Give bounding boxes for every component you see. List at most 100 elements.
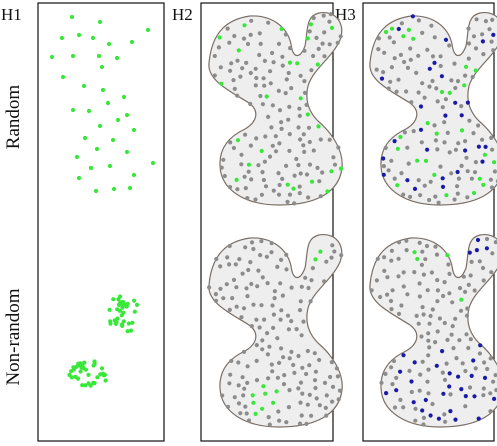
- gray-dot: [404, 238, 409, 243]
- gray-dot: [276, 192, 282, 197]
- gray-dot: [307, 162, 313, 167]
- gray-dot: [481, 278, 486, 283]
- green-dot: [76, 361, 81, 366]
- gray-dot: [420, 249, 425, 254]
- gray-dot: [306, 195, 311, 200]
- gray-dot: [466, 26, 471, 31]
- gray-dot: [262, 159, 267, 164]
- gray-dot: [279, 346, 284, 351]
- gray-dot: [251, 302, 256, 307]
- green-dot: [263, 391, 268, 396]
- gray-dot: [480, 32, 485, 37]
- blue-dot: [459, 387, 464, 392]
- gray-dot: [383, 145, 388, 150]
- green-dot: [425, 121, 430, 126]
- green-dot: [477, 176, 482, 181]
- gray-dot: [389, 365, 394, 370]
- green-dot: [308, 22, 313, 27]
- gray-dot: [280, 293, 285, 298]
- gray-dot: [242, 174, 247, 179]
- gray-dot: [412, 270, 417, 275]
- gray-dot: [435, 288, 440, 293]
- gray-dot: [425, 379, 430, 384]
- gray-dot: [383, 371, 388, 376]
- green-dot: [107, 163, 113, 169]
- gray-dot: [284, 267, 289, 272]
- gray-dot: [427, 84, 432, 89]
- gray-dot: [450, 300, 455, 305]
- gray-dot: [422, 95, 427, 100]
- blue-dot: [492, 396, 497, 401]
- gray-dot: [386, 86, 391, 91]
- blue-dot: [443, 37, 449, 42]
- gray-dot: [307, 363, 312, 368]
- green-dot: [434, 131, 439, 136]
- blue-dot: [436, 416, 441, 421]
- gray-dot: [254, 317, 259, 322]
- gray-dot: [245, 41, 251, 47]
- gray-dot: [442, 320, 447, 326]
- green-dot: [74, 154, 80, 160]
- green-dot: [132, 309, 137, 314]
- gray-dot: [283, 32, 288, 37]
- gray-dot: [376, 47, 381, 52]
- row-label-nonrandom: Non-random: [3, 288, 24, 385]
- gray-dot: [284, 420, 289, 425]
- green-dot: [395, 146, 400, 151]
- panel-h2-frame: [200, 2, 334, 442]
- gray-dot: [435, 329, 440, 334]
- gray-dot: [303, 275, 308, 280]
- gray-dot: [435, 278, 440, 283]
- gray-dot: [433, 340, 438, 345]
- green-dot: [81, 83, 87, 89]
- gray-dot: [411, 129, 416, 134]
- green-dot: [78, 369, 83, 374]
- gray-dot: [425, 288, 430, 293]
- blue-dot: [410, 14, 415, 19]
- green-dot: [120, 322, 125, 327]
- gray-dot: [427, 197, 432, 203]
- gray-dot: [301, 319, 306, 324]
- gray-dot: [417, 281, 422, 286]
- gray-dot: [310, 266, 315, 271]
- gray-dot: [426, 353, 431, 358]
- green-dot: [125, 301, 130, 306]
- gray-dot: [324, 259, 329, 264]
- gray-dot: [418, 372, 423, 377]
- gray-dot: [385, 275, 390, 280]
- gray-dot: [332, 162, 338, 167]
- green-dot: [59, 35, 65, 41]
- gray-dot: [402, 130, 407, 135]
- gray-dot: [464, 155, 469, 160]
- gray-dot: [262, 58, 267, 64]
- gray-dot: [292, 201, 297, 206]
- gray-dot: [249, 281, 254, 287]
- gray-dot: [264, 254, 269, 259]
- green-dot: [111, 186, 117, 192]
- gray-dot: [442, 140, 447, 145]
- gray-dot: [416, 90, 421, 95]
- gray-dot: [389, 258, 394, 263]
- gray-dot: [296, 386, 301, 391]
- gray-dot: [228, 372, 233, 377]
- gray-dot: [228, 140, 233, 145]
- gray-dot: [287, 104, 292, 109]
- blue-dot: [491, 32, 496, 38]
- green-dot: [131, 127, 137, 133]
- gray-dot: [298, 299, 303, 304]
- blue-dot: [379, 76, 385, 81]
- gray-dot: [457, 286, 463, 291]
- gray-dot: [489, 270, 494, 275]
- green-dot: [246, 162, 252, 167]
- green-dot: [114, 320, 119, 325]
- gray-dot: [297, 184, 302, 189]
- gray-dot: [296, 353, 301, 359]
- gray-dot: [266, 20, 271, 25]
- green-dot: [96, 53, 102, 59]
- gray-dot: [267, 344, 272, 349]
- gray-dot: [324, 413, 329, 418]
- gray-dot: [245, 380, 250, 385]
- gray-dot: [447, 291, 452, 296]
- gray-dot: [220, 393, 225, 398]
- gray-dot: [312, 351, 317, 356]
